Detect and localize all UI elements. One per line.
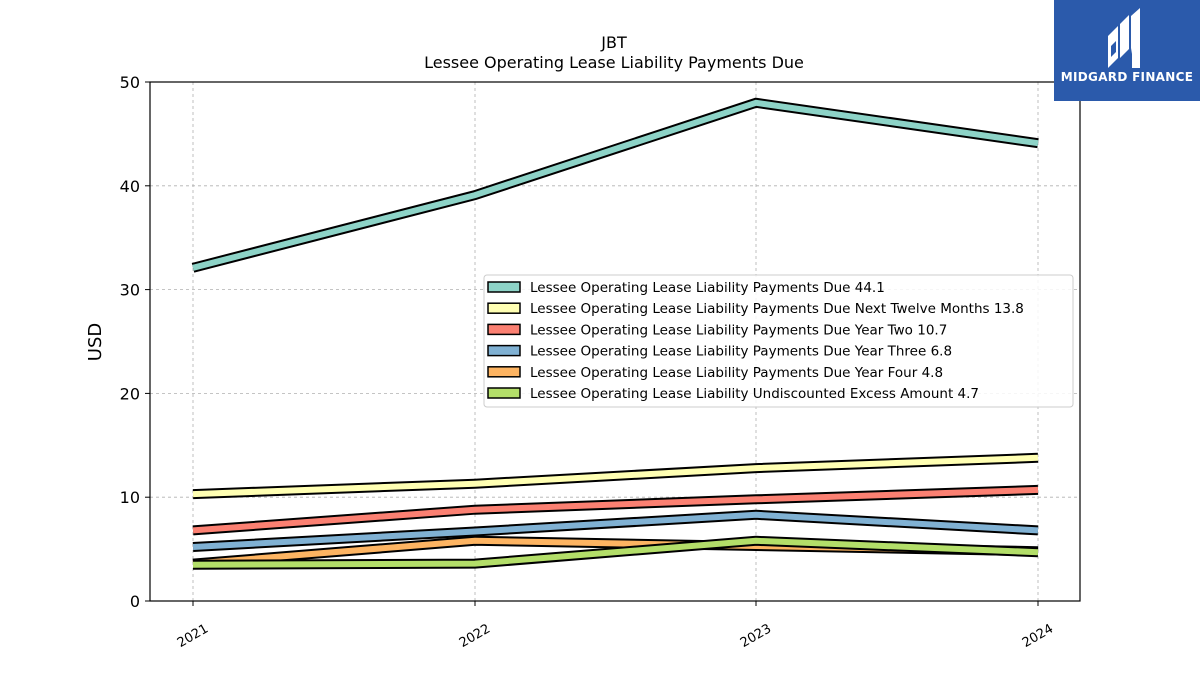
x-tick-label: 2024 <box>1020 621 1056 651</box>
y-tick-label: 40 <box>120 177 140 196</box>
y-tick-label: 10 <box>120 488 140 507</box>
y-axis-label: USD <box>85 323 106 361</box>
series-core <box>192 537 1039 568</box>
series-core <box>192 486 1039 534</box>
legend-label: Lessee Operating Lease Liability Payment… <box>530 365 943 381</box>
plot-frame <box>149 81 1081 602</box>
series-core <box>192 454 1039 498</box>
legend-box <box>483 274 1074 408</box>
x-tick-label: 2022 <box>457 621 493 651</box>
legend: Lessee Operating Lease Liability Payment… <box>483 274 1074 408</box>
midgard-logo-icon <box>1108 8 1140 68</box>
y-tick-label: 0 <box>130 592 140 611</box>
chart-title: JBT <box>600 33 627 52</box>
legend-swatch <box>487 323 521 336</box>
series-layer <box>191 97 1039 570</box>
series-line-2 <box>192 452 1039 500</box>
series-line-3 <box>192 484 1039 536</box>
legend-label: Lessee Operating Lease Liability Undisco… <box>530 386 979 402</box>
legend-swatch <box>487 302 521 314</box>
y-tick-label: 50 <box>120 73 140 92</box>
x-tick-label: 2021 <box>175 621 211 651</box>
legend-swatch <box>487 387 521 399</box>
legend-label: Lessee Operating Lease Liability Payment… <box>530 280 885 296</box>
series-line-1 <box>191 97 1039 273</box>
brand-name: MIDGARD FINANCE <box>1060 70 1194 84</box>
y-tick-label: 20 <box>120 384 140 403</box>
chart-subtitle: Lessee Operating Lease Liability Payment… <box>424 53 804 72</box>
legend-label: Lessee Operating Lease Liability Payment… <box>530 301 1024 317</box>
series-core <box>192 511 1039 550</box>
brand-logo: MIDGARD FINANCE <box>1054 0 1200 101</box>
legend-label: Lessee Operating Lease Liability Payment… <box>530 344 952 360</box>
series-line-6 <box>192 535 1039 570</box>
x-tick-label: 2023 <box>738 621 774 651</box>
legend-swatch <box>487 281 521 293</box>
legend-swatch <box>487 344 521 357</box>
y-tick-label: 30 <box>120 281 140 300</box>
series-core <box>192 99 1039 271</box>
series-line-4 <box>192 509 1039 552</box>
legend-swatch <box>487 366 521 378</box>
legend-label: Lessee Operating Lease Liability Payment… <box>530 322 947 338</box>
